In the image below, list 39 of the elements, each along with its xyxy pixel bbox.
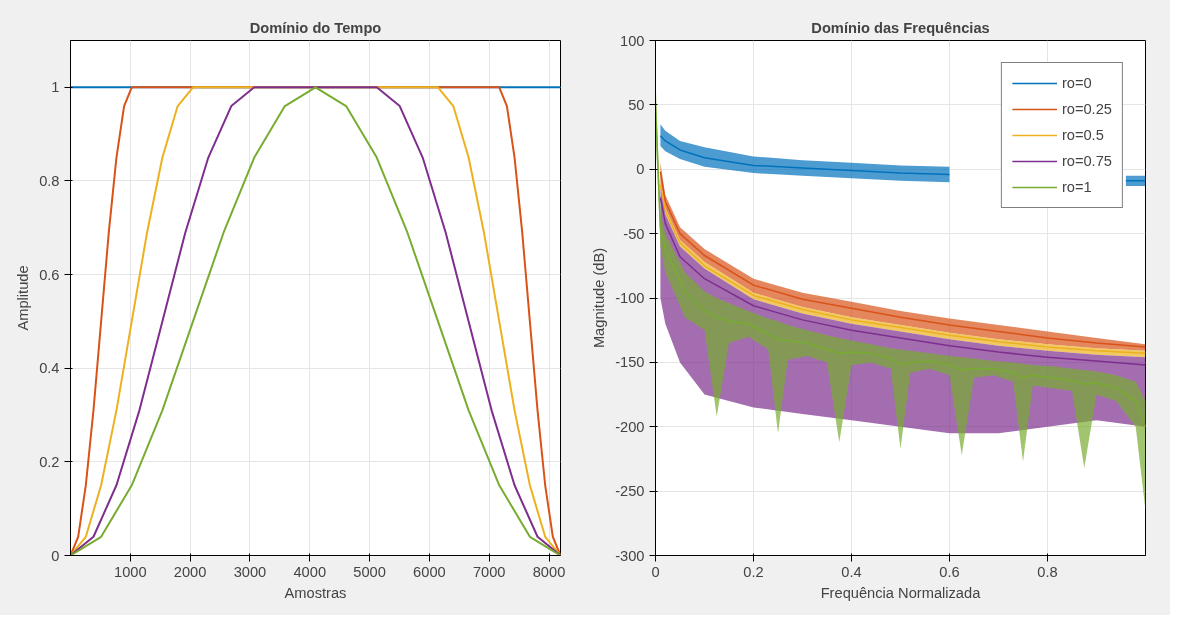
y-tick-label: 0.4 xyxy=(39,360,60,377)
y-tick-label: 0.2 xyxy=(39,453,60,470)
legend-label: ro=1 xyxy=(1061,179,1092,195)
y-tick-label: 1 xyxy=(51,79,60,96)
y-tick-label: 0 xyxy=(636,161,645,178)
legend-label: ro=0.25 xyxy=(1061,101,1112,117)
x-tick-label: 5000 xyxy=(353,563,386,580)
x-tick-label: 7000 xyxy=(472,563,506,580)
y-tick-label: 0.6 xyxy=(39,266,60,283)
x-axis-title: Amostras xyxy=(284,584,347,601)
y-tick-label: 50 xyxy=(628,96,645,113)
x-tick-label: 0.6 xyxy=(939,563,960,580)
x-tick-label: 6000 xyxy=(413,563,446,580)
legend-label: ro=0.75 xyxy=(1061,153,1112,169)
y-tick-label: -50 xyxy=(623,225,645,242)
y-tick-label: 0 xyxy=(51,547,60,564)
x-tick-label: 1000 xyxy=(114,563,147,580)
x-tick-label: 4000 xyxy=(293,563,327,580)
legend-label: ro=0 xyxy=(1061,75,1092,91)
y-tick-label: -150 xyxy=(615,354,645,371)
legend-label: ro=0.5 xyxy=(1061,127,1104,143)
x-tick-label: 3000 xyxy=(233,563,267,580)
chart-title: Domínio do Tempo xyxy=(249,19,382,36)
x-tick-label: 8000 xyxy=(532,563,566,580)
x-tick-label: 0.8 xyxy=(1037,563,1058,580)
y-tick-label: -300 xyxy=(615,547,645,564)
x-tick-label: 2000 xyxy=(173,563,207,580)
x-tick-label: 0.4 xyxy=(841,563,862,580)
y-axis-title: Amplitude xyxy=(15,265,32,331)
x-tick-label: 0.2 xyxy=(743,563,764,580)
x-tick-label: 0 xyxy=(651,563,660,580)
y-axis-title: Magnitude (dB) xyxy=(591,247,608,349)
y-tick-label: -250 xyxy=(615,483,645,500)
y-tick-label: -200 xyxy=(615,418,645,435)
x-axis-title: Frequência Normalizada xyxy=(820,584,982,601)
y-tick-label: 100 xyxy=(620,32,645,49)
y-tick-label: -100 xyxy=(615,290,645,306)
y-tick-label: 0.8 xyxy=(39,172,60,189)
chart-title: Domínio das Frequências xyxy=(811,19,990,36)
